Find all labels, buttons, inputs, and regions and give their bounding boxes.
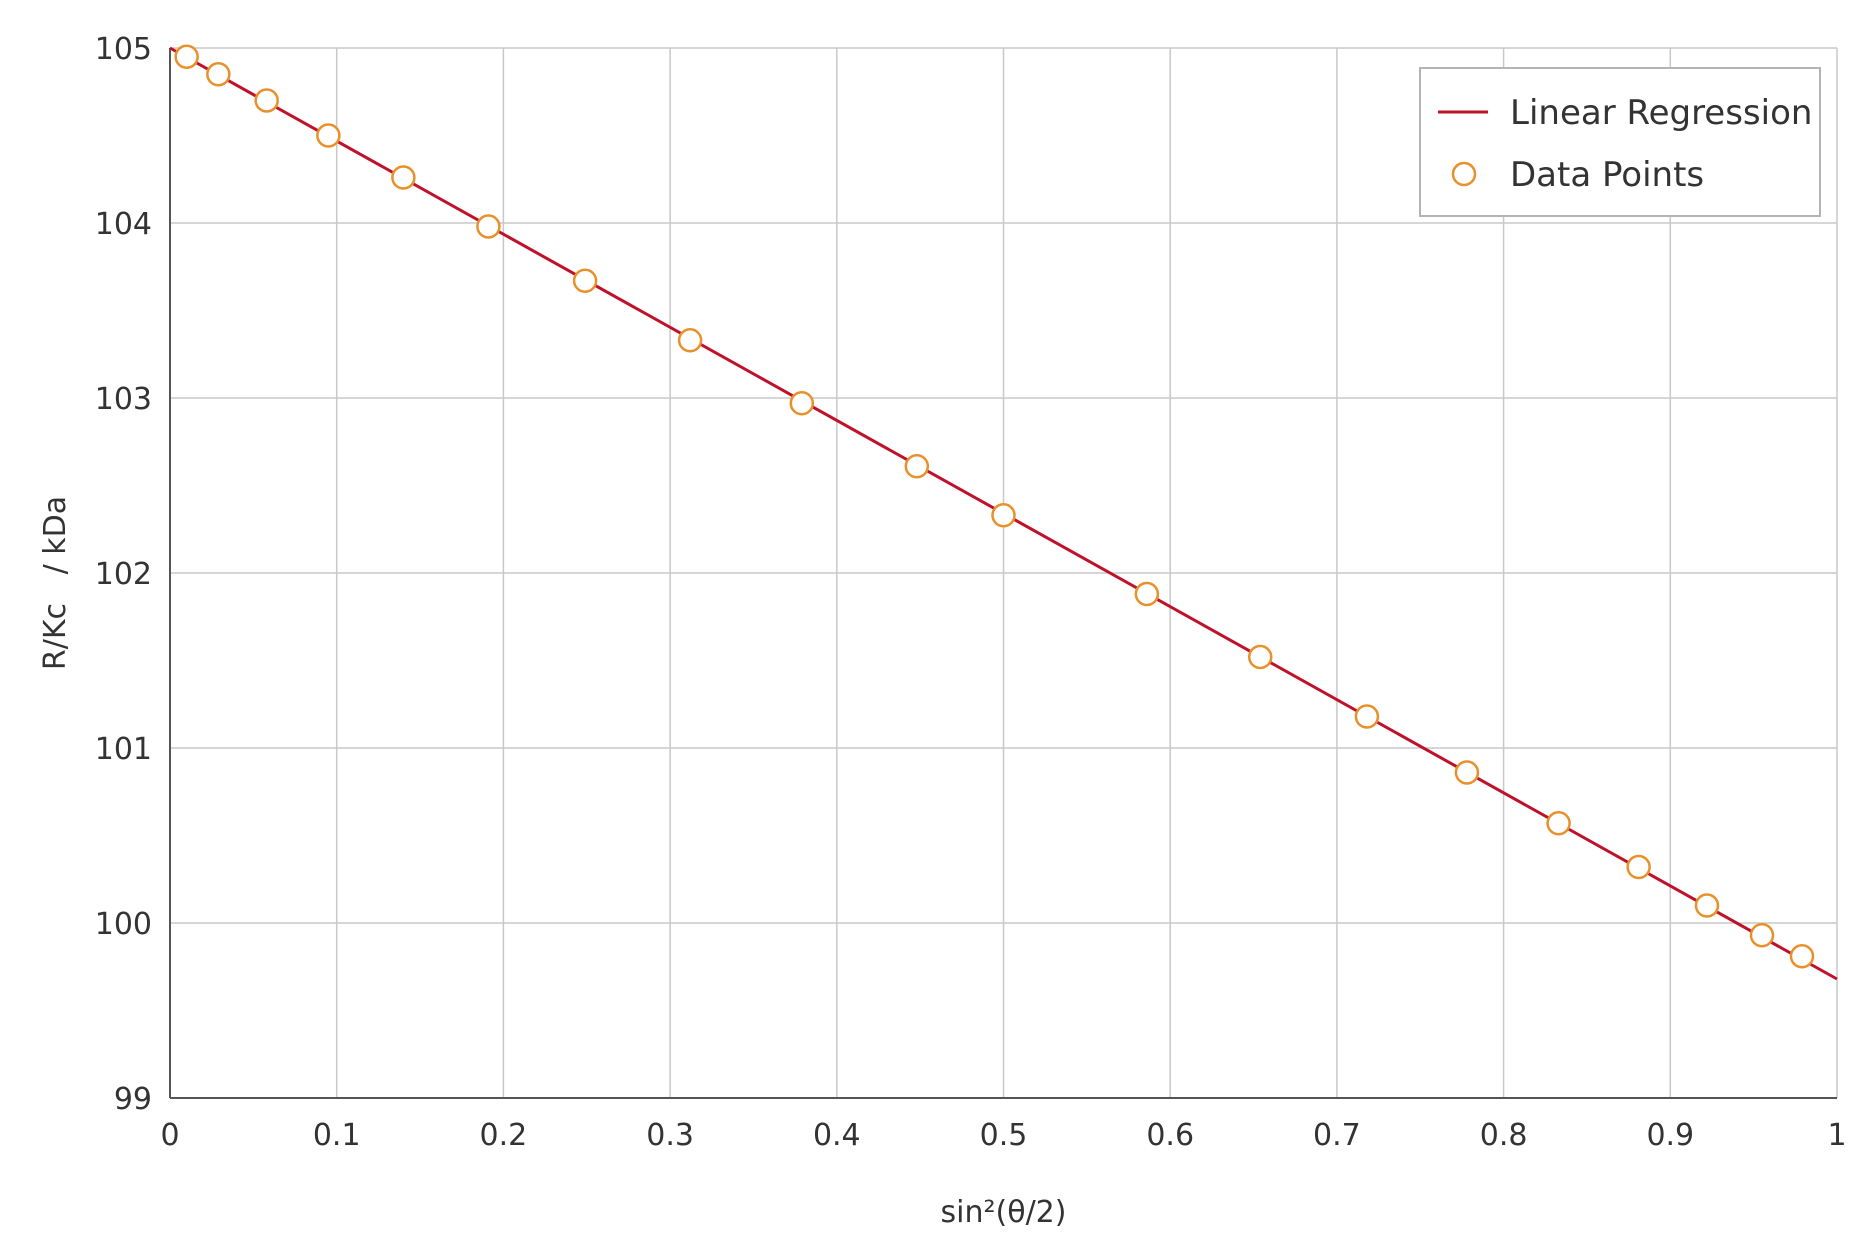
data-point <box>789 391 815 416</box>
data-point <box>254 88 279 113</box>
x-tick-label: 0.4 <box>813 1118 861 1153</box>
x-tick-label: 0 <box>160 1118 179 1153</box>
axes <box>169 48 1837 1099</box>
legend: Linear Regression Data Points <box>1419 67 1821 217</box>
y-tick-label: 104 <box>95 207 152 242</box>
data-point <box>316 123 341 148</box>
y-tick-label: 105 <box>95 32 152 67</box>
y-tick-label: 102 <box>95 557 152 592</box>
data-point <box>1789 944 1815 969</box>
x-tick-label: 0.1 <box>313 1118 361 1153</box>
data-point <box>476 214 501 239</box>
series <box>169 44 1838 981</box>
data-point <box>1626 854 1651 880</box>
data-point <box>1134 581 1160 607</box>
data-point <box>572 268 598 293</box>
x-tick-label: 0.9 <box>1646 1118 1694 1153</box>
data-point <box>1694 893 1720 918</box>
x-tick-label: 0.7 <box>1313 1118 1361 1153</box>
legend-label-data-points: Data Points <box>1510 155 1704 195</box>
legend-circle-swatch <box>1451 161 1477 187</box>
legend-label-linear-regression: Linear Regression <box>1510 93 1812 133</box>
x-tick-label: 0.6 <box>1146 1118 1194 1153</box>
y-tick-label: 100 <box>95 907 152 942</box>
data-point <box>1354 704 1380 729</box>
x-tick-label: 1 <box>1827 1118 1846 1153</box>
data-point <box>1454 760 1480 785</box>
y-tick-label: 103 <box>95 382 152 417</box>
data-point <box>174 44 199 69</box>
labels: sin²(θ/2) R/Kc / kDa 0 0.1 0.2 0.3 0.4 0.5 0.6… <box>38 32 1847 1230</box>
data-point <box>991 503 1016 528</box>
data-point <box>1546 811 1571 836</box>
x-tick-label: 0.5 <box>980 1118 1028 1153</box>
x-tick-label: 0.8 <box>1480 1118 1528 1153</box>
data-point <box>904 454 930 479</box>
y-axis-title: R/Kc / kDa <box>38 496 73 670</box>
x-tick-label: 0.2 <box>480 1118 528 1153</box>
x-tick-label: 0.3 <box>646 1118 694 1153</box>
y-tick-label: 99 <box>114 1082 152 1117</box>
y-tick-label: 101 <box>95 732 152 767</box>
data-point <box>1749 923 1775 948</box>
data-point <box>391 165 416 190</box>
data-point <box>1247 644 1273 670</box>
legend-box <box>1419 67 1821 217</box>
data-point <box>206 62 231 87</box>
data-point <box>677 328 703 353</box>
x-axis-title: sin²(θ/2) <box>941 1195 1067 1230</box>
